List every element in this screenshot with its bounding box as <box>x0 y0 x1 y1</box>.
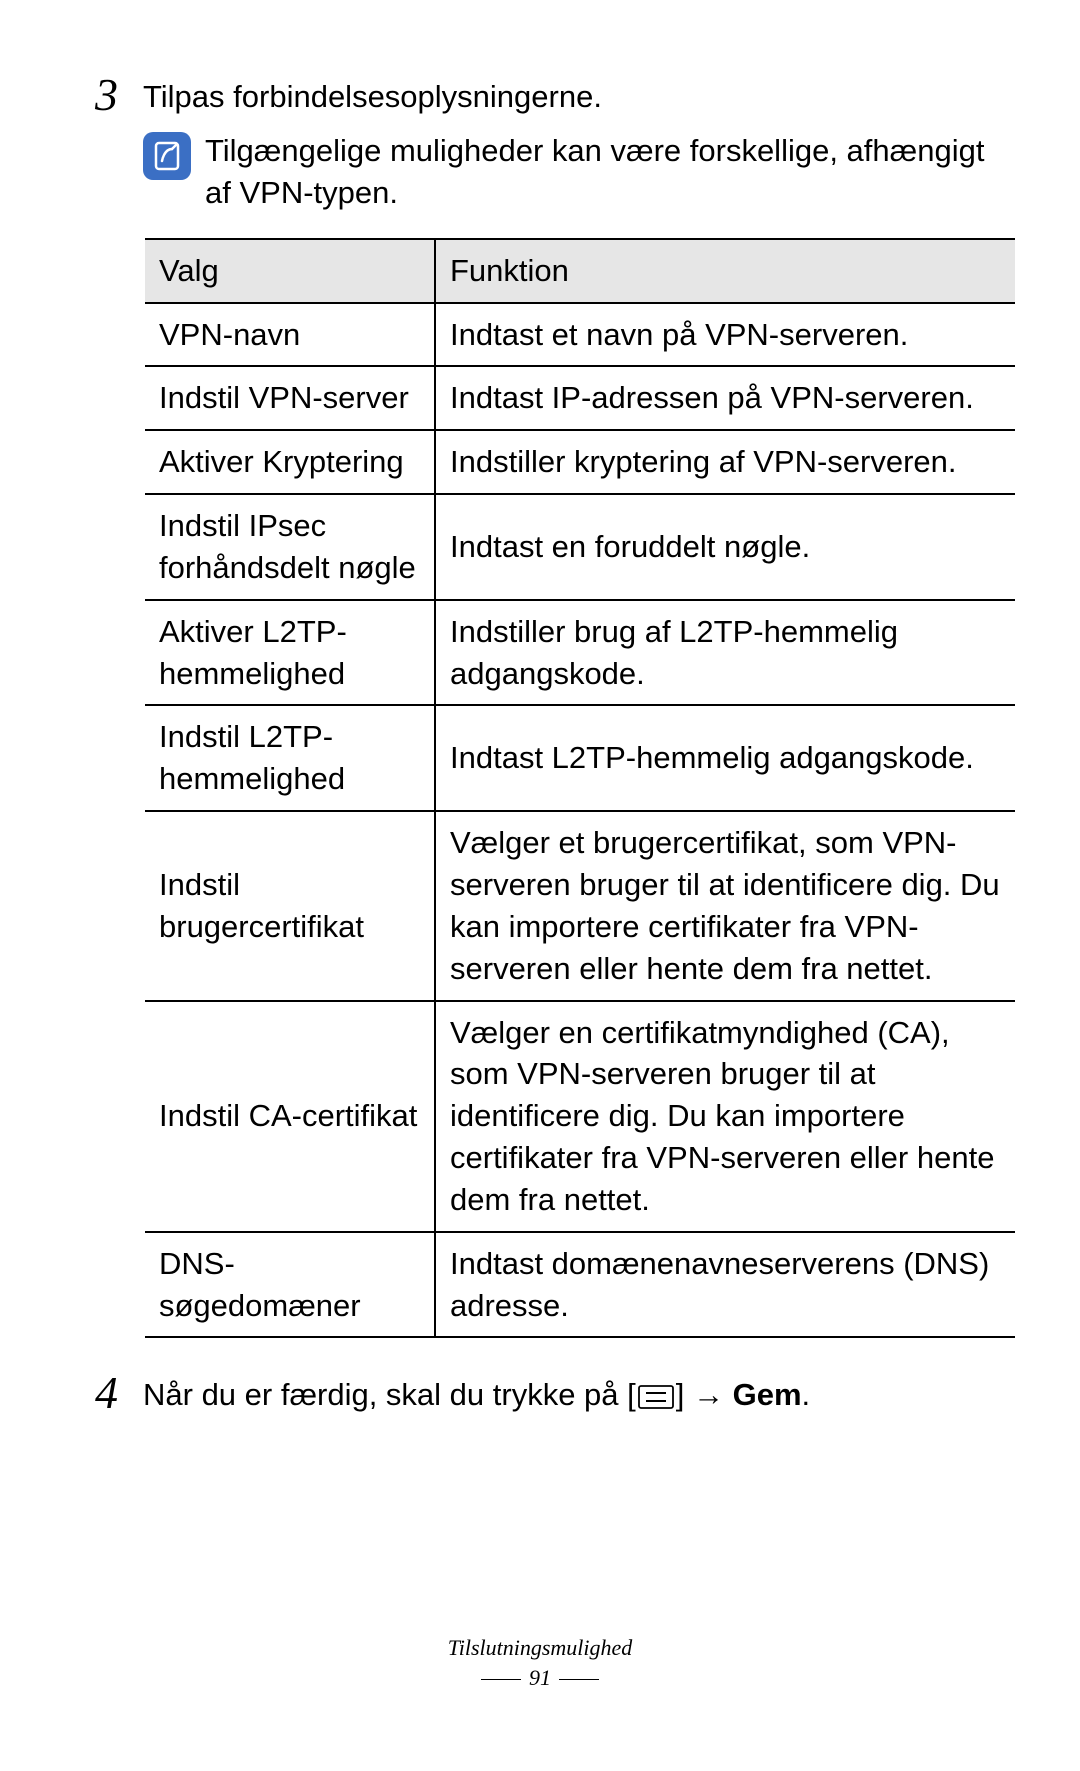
vpn-options-table: Valg Funktion VPN-navnIndtast et navn på… <box>145 238 1015 1339</box>
cell: Aktiver Kryptering <box>145 430 435 494</box>
cell: Indstil IPsec forhåndsdelt nøgle <box>145 494 435 600</box>
table-header-funktion: Funktion <box>435 239 1015 303</box>
step4-prefix: Når du er færdig, skal du trykke på [ <box>143 1377 636 1412</box>
cell: Indstil L2TP-hemmelighed <box>145 705 435 811</box>
table-row: DNS-søgedomænerIndtast domænenavneserver… <box>145 1232 1015 1338</box>
step4-suffix: ] → <box>676 1377 733 1412</box>
table-row: Aktiver KrypteringIndstiller kryptering … <box>145 430 1015 494</box>
table-row: Aktiver L2TP-hemmelighedIndstiller brug … <box>145 600 1015 706</box>
table-body: VPN-navnIndtast et navn på VPN-serveren.… <box>145 303 1015 1338</box>
cell: Indtast en foruddelt nøgle. <box>435 494 1015 600</box>
note-icon <box>143 132 191 180</box>
cell: Indstiller brug af L2TP-hemmelig adgangs… <box>435 600 1015 706</box>
table-row: VPN-navnIndtast et navn på VPN-serveren. <box>145 303 1015 367</box>
cell: Vælger et brugercertifikat, som VPN-serv… <box>435 811 1015 1000</box>
cell: Indtast IP-adressen på VPN-serveren. <box>435 366 1015 430</box>
step-text: Tilpas forbindelsesoplysningerne. <box>143 70 602 118</box>
table-row: Indstil CA-certifikatVælger en certifika… <box>145 1001 1015 1232</box>
cell: Indtast domænenavneserverens (DNS) adres… <box>435 1232 1015 1338</box>
table-row: Indstil VPN-serverIndtast IP-adressen på… <box>145 366 1015 430</box>
cell: VPN-navn <box>145 303 435 367</box>
table-header-valg: Valg <box>145 239 435 303</box>
step-number: 3 <box>95 70 143 118</box>
cell: Vælger en certifikatmyndighed (CA), som … <box>435 1001 1015 1232</box>
cell: Indstil VPN-server <box>145 366 435 430</box>
table-row: Indstil IPsec forhåndsdelt nøgleIndtast … <box>145 494 1015 600</box>
cell: Indstil CA-certifikat <box>145 1001 435 1232</box>
step-text: Når du er færdig, skal du trykke på [ ] →… <box>143 1368 810 1420</box>
step4-bold: Gem <box>733 1377 802 1412</box>
cell: Aktiver L2TP-hemmelighed <box>145 600 435 706</box>
cell: Indstiller kryptering af VPN-serveren. <box>435 430 1015 494</box>
page-footer: Tilslutningsmulighed 91 <box>0 1635 1080 1691</box>
footer-page-number: 91 <box>473 1665 607 1691</box>
menu-key-icon <box>638 1378 674 1420</box>
cell: Indtast et navn på VPN-serveren. <box>435 303 1015 367</box>
step4-end: . <box>802 1377 811 1412</box>
footer-section-title: Tilslutningsmulighed <box>0 1635 1080 1661</box>
note-row: Tilgængelige muligheder kan være forskel… <box>143 130 985 214</box>
note-text: Tilgængelige muligheder kan være forskel… <box>205 130 985 214</box>
table-row: Indstil L2TP-hemmelighedIndtast L2TP-hem… <box>145 705 1015 811</box>
table-row: Indstil brugercertifikatVælger et bruger… <box>145 811 1015 1000</box>
cell: Indstil brugercertifikat <box>145 811 435 1000</box>
step-number: 4 <box>95 1368 143 1416</box>
cell: Indtast L2TP-hemmelig adgangskode. <box>435 705 1015 811</box>
cell: DNS-søgedomæner <box>145 1232 435 1338</box>
step-4: 4 Når du er færdig, skal du trykke på []… <box>95 1368 985 1420</box>
step-3: 3 Tilpas forbindelsesoplysningerne. <box>95 70 985 118</box>
